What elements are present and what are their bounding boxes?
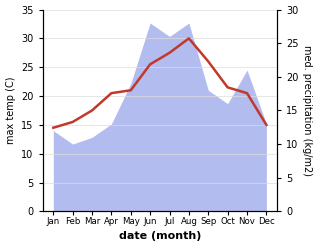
Y-axis label: max temp (C): max temp (C) — [5, 77, 16, 144]
Y-axis label: med. precipitation (kg/m2): med. precipitation (kg/m2) — [302, 45, 313, 176]
X-axis label: date (month): date (month) — [119, 231, 201, 242]
